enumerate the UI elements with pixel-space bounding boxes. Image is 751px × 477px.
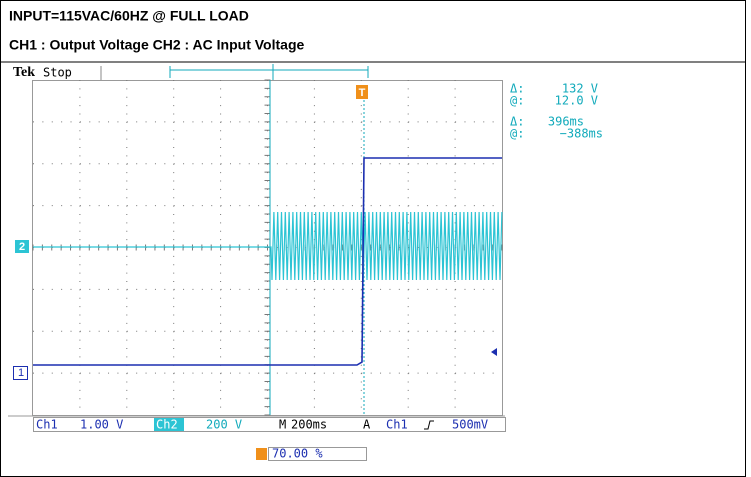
ch1-marker: 1 (18, 367, 24, 379)
trigger-icon (256, 448, 267, 460)
ch1-trace (33, 157, 502, 366)
ch2-marker: 2 (19, 241, 25, 253)
status-bar (33, 417, 506, 432)
ch2-label: Ch2 (156, 418, 178, 432)
readout-value: −388ms (560, 127, 603, 141)
ch2-label-box (154, 418, 184, 431)
trigger-position-box (268, 447, 367, 461)
readout-value: 12.0 V (555, 94, 598, 108)
ch2-marker-box (15, 240, 29, 253)
readout-label: Δ: (510, 115, 524, 129)
trigger-label: A (363, 418, 371, 432)
readout-label: @: (510, 127, 524, 141)
trigger-source: Ch1 (386, 418, 408, 432)
title: INPUT=115VAC/60HZ @ FULL LOAD (9, 8, 249, 24)
ch2-trace (33, 211, 503, 281)
readout-label: Δ: (510, 82, 524, 96)
ch1-label: Ch1 (36, 418, 58, 432)
ch2-scale: 200 V (206, 418, 242, 432)
trigger-marker: T (359, 87, 366, 99)
subtitle: CH1 : Output Voltage CH2 : AC Input Volt… (9, 37, 304, 53)
trigger-marker-box (356, 85, 368, 99)
trigger-level (491, 348, 497, 356)
ch1-marker-box (13, 366, 28, 380)
timebase: 200ms (291, 418, 327, 432)
trigger-position: 70.00 % (272, 447, 323, 461)
timebase-label: M (279, 418, 286, 432)
trigger-level: 500mV (452, 418, 488, 432)
ch1-scale: 1.00 V (80, 418, 123, 432)
record-bracket (169, 66, 369, 78)
readout-label: @: (510, 94, 524, 108)
readout-value: 132 V (562, 82, 598, 96)
status: Stop (43, 66, 72, 80)
readout-value: 396ms (548, 115, 584, 129)
brand: Tek (13, 65, 35, 80)
slope-icon (424, 420, 434, 430)
